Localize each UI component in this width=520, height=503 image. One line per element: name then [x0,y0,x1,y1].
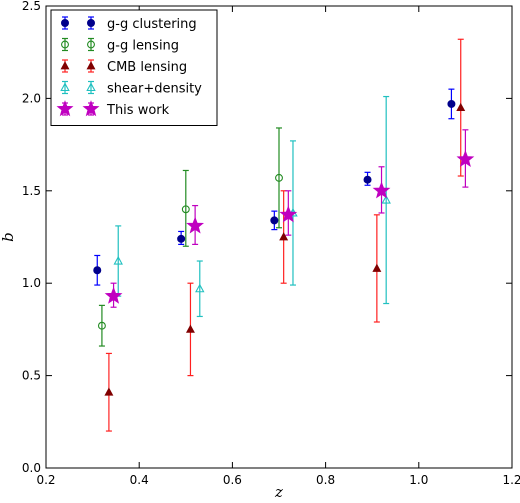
legend-label: g-g lensing [107,39,179,54]
data-point [447,99,456,108]
x-tick-label: 1.0 [409,473,428,487]
data-point [456,150,475,167]
data-point [181,205,190,214]
legend-marker [87,40,95,49]
error-bar [196,260,203,318]
error-bar [182,169,189,247]
legend-box [50,9,218,126]
legend-marker [56,100,74,117]
data-point [381,194,391,204]
legend-entry: This work [56,100,170,118]
legend-marker [87,18,96,27]
legend: g-g clustering g-g lensing CMB lensing shea… [50,9,218,126]
data-point [275,173,283,182]
legend-label: shear+density [107,82,202,97]
legend-label: This work [106,103,170,118]
data-point [195,283,205,293]
data-point [177,234,186,243]
legend-entry: g-g clustering [61,16,197,32]
legend-marker [86,61,96,70]
x-tick-label: 0.6 [223,473,242,487]
legend-entry: shear+density [60,80,202,97]
axis-tick-labels: 0.2 0.4 0.6 0.8 1.0 1.2 0.0 0.5 1.0 1.5 2.0 2.5 [22,0,520,487]
data-point [93,266,102,275]
data-point [97,321,106,330]
data-point [185,324,195,333]
error-bar [383,95,390,305]
legend-marker [60,82,70,92]
data-point [104,286,123,304]
data-point [186,216,205,234]
error-bar [276,127,282,229]
x-tick-label: 1.2 [502,473,520,487]
legend-marker [61,40,69,49]
data-markers [93,99,475,396]
legend-marker [86,82,96,92]
data-point [279,205,298,223]
data-point [363,175,372,184]
legend-entry: CMB lensing [60,59,187,75]
y-tick-label: 0.0 [22,461,41,475]
y-tick-label: 1.0 [22,276,41,290]
data-point [113,255,123,265]
data-point [104,387,114,396]
legend-label: CMB lensing [107,60,187,75]
legend-label: g-g clustering [107,17,197,32]
legend-marker [82,100,100,117]
y-tick-label: 0.5 [22,369,41,383]
error-bar [98,304,105,347]
x-tick-label: 0.2 [36,473,55,487]
x-tick-label: 0.4 [130,473,149,487]
y-axis-label: b [0,232,17,242]
y-tick-label: 1.5 [22,184,41,198]
data-point [270,216,279,225]
legend-marker [60,61,70,70]
x-axis-label: z [274,483,283,501]
legend-marker [61,18,70,27]
data-point [372,181,391,199]
x-tick-label: 0.8 [316,473,335,487]
y-tick-label: 2.5 [22,0,41,13]
data-point [372,263,382,272]
y-tick-label: 2.0 [22,91,41,105]
legend-entry: g-g lensing [61,37,179,54]
data-point [456,102,466,112]
data-point [279,232,289,241]
plot-frame [45,5,513,469]
